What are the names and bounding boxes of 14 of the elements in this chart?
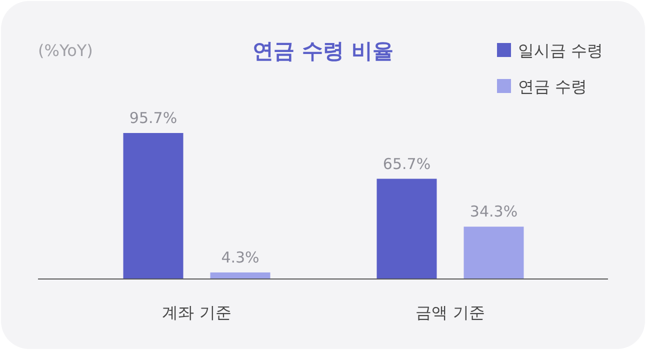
bar: [210, 272, 270, 279]
bar: [123, 133, 184, 279]
data-label: 95.7%: [129, 109, 178, 127]
y-axis-title: (%YoY): [38, 41, 93, 60]
bar: [376, 178, 437, 279]
x-tick-label: 금액 기준: [416, 303, 485, 322]
bar: [464, 226, 524, 279]
x-tick-label: 계좌 기준: [162, 303, 232, 322]
chart-title: 연금 수령 비율: [252, 39, 394, 63]
legend-label: 연금 수령: [518, 77, 588, 96]
legend-label: 일시금 수령: [518, 41, 604, 60]
data-label: 4.3%: [221, 248, 260, 266]
data-label: 34.3%: [470, 202, 518, 221]
data-label: 65.7%: [382, 154, 431, 173]
